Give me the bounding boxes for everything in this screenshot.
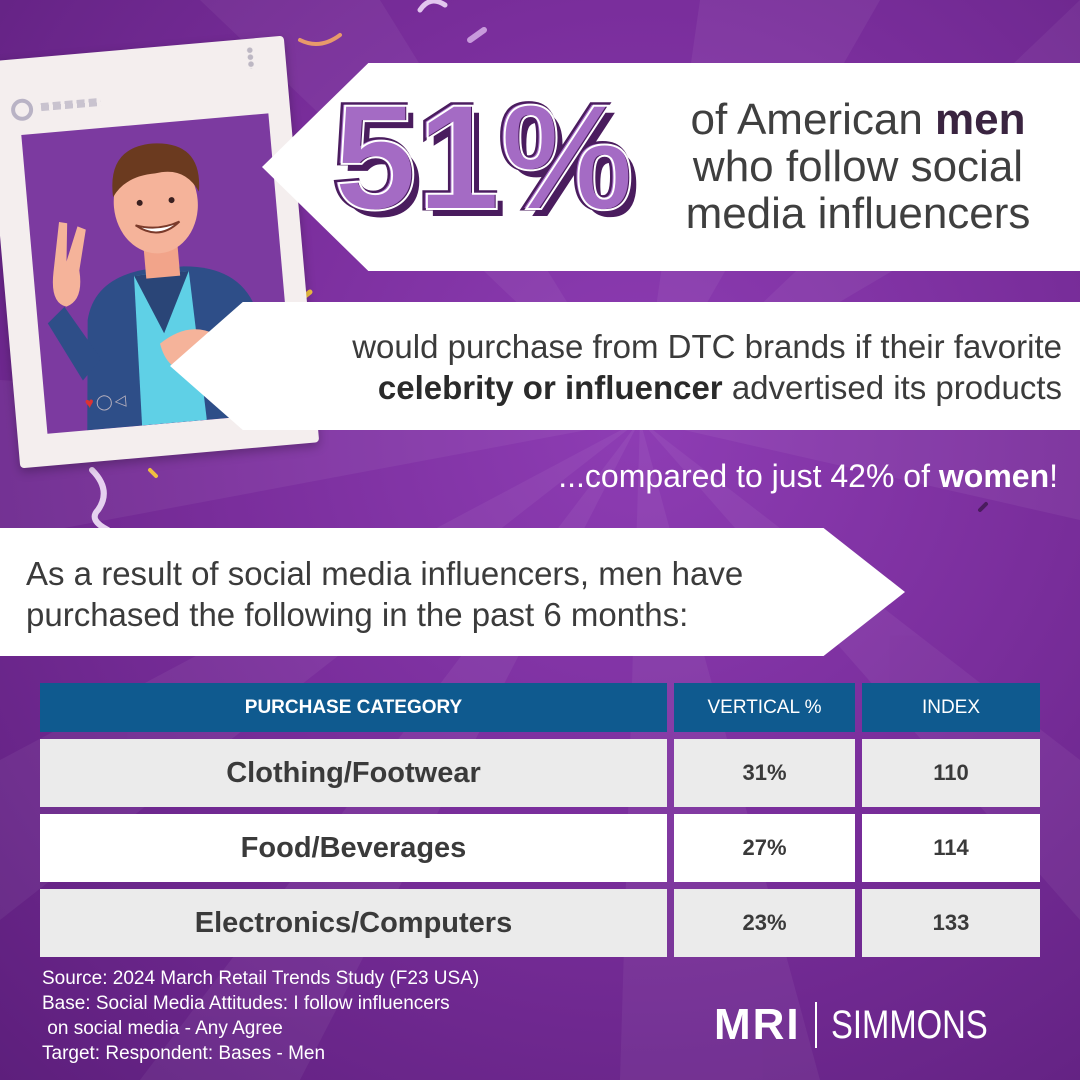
subhead: would purchase from DTC brands if their …	[352, 328, 1062, 406]
profile-avatar-icon	[10, 97, 35, 122]
header-purchase-category: PURCHASE CATEGORY	[40, 683, 667, 732]
comment-icon: ◯	[95, 392, 116, 412]
logo-simmons: SIMMONS	[830, 1002, 988, 1047]
more-options-icon	[246, 46, 255, 69]
frame-actions: ♥◯◁	[84, 391, 129, 413]
headline: of American men who follow social media …	[685, 95, 1031, 238]
table-row-vertical: 27%	[674, 814, 855, 882]
svg-text:51%: 51%	[340, 88, 640, 248]
svg-text:51%: 51%	[332, 88, 632, 240]
table-row-category: Food/Beverages	[40, 814, 667, 882]
big-stat: 51% 51% 51%	[332, 88, 640, 248]
header-vertical-pct: VERTICAL %	[674, 683, 855, 732]
header-index: INDEX	[862, 683, 1040, 732]
logo-mri: MRI	[714, 1000, 801, 1049]
hero-banner	[262, 63, 1080, 271]
table-row-category: Clothing/Footwear	[40, 739, 667, 807]
table-row-vertical: 23%	[674, 889, 855, 957]
table-row-vertical: 31%	[674, 739, 855, 807]
result-banner	[0, 528, 905, 656]
subhead-banner	[170, 302, 1080, 430]
table-row-index: 114	[862, 814, 1040, 882]
logo-divider	[814, 1002, 817, 1048]
mri-simmons-logo: MRI SIMMONS	[714, 1000, 1044, 1050]
table-row-index: 110	[862, 739, 1040, 807]
source-footnote: Source: 2024 March Retail Trends Study (…	[42, 968, 480, 1064]
table-row-category: Electronics/Computers	[40, 889, 667, 957]
username-placeholder	[40, 97, 102, 112]
share-icon: ◁	[113, 391, 129, 410]
result-text: As a result of social media influencers,…	[26, 555, 744, 633]
comparison-text: ...compared to just 42% of women!	[558, 458, 1058, 494]
table-row-index: 133	[862, 889, 1040, 957]
svg-text:51%: 51%	[334, 88, 634, 241]
